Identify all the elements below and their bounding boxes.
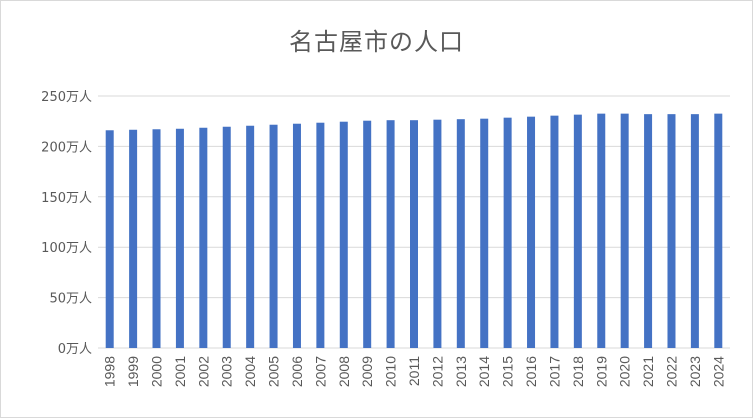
bar-2021 bbox=[644, 114, 653, 348]
x-tick-label: 2000 bbox=[149, 356, 165, 387]
y-axis-ticks: 0万人 50万人 100万人 150万人 200万人 250万人 bbox=[41, 90, 92, 357]
bar-2001 bbox=[175, 128, 184, 348]
bar-2014 bbox=[480, 118, 489, 349]
x-tick-label: 2024 bbox=[710, 356, 726, 387]
bar-2012 bbox=[433, 119, 442, 348]
x-tick-label: 2016 bbox=[523, 356, 539, 387]
bar-2006 bbox=[292, 123, 301, 348]
x-tick-label: 2004 bbox=[242, 356, 258, 387]
x-tick-label: 2022 bbox=[663, 356, 679, 387]
x-tick-label: 2021 bbox=[640, 356, 656, 387]
x-tick-label: 2002 bbox=[195, 356, 211, 387]
x-tick-label: 2013 bbox=[453, 356, 469, 387]
bar-2019 bbox=[597, 113, 606, 348]
x-tick-label: 2011 bbox=[406, 356, 422, 386]
y-tick-label: 150万人 bbox=[41, 191, 92, 206]
x-tick-label: 1998 bbox=[102, 356, 118, 387]
x-tick-label: 2020 bbox=[617, 356, 633, 387]
x-tick-label: 2006 bbox=[289, 356, 305, 387]
y-tick-label: 200万人 bbox=[41, 140, 92, 155]
x-axis-ticks: 1998 1999 2000 2001 2002 2003 2004 2005 2006 2007… bbox=[102, 356, 727, 387]
bar-2008 bbox=[339, 121, 348, 348]
bar-2003 bbox=[222, 126, 231, 348]
bar-2009 bbox=[363, 120, 372, 348]
bars bbox=[105, 113, 723, 349]
bar-2017 bbox=[550, 115, 559, 348]
bar-2004 bbox=[246, 125, 255, 349]
bar-1999 bbox=[129, 129, 138, 348]
x-tick-label: 2017 bbox=[546, 356, 562, 387]
x-tick-label: 2010 bbox=[383, 356, 399, 387]
bar-1998 bbox=[105, 130, 114, 348]
x-tick-label: 2005 bbox=[266, 356, 282, 387]
bar-2018 bbox=[573, 114, 582, 348]
chart-title: 名古屋市の人口 bbox=[289, 28, 464, 56]
x-tick-label: 2009 bbox=[359, 356, 375, 387]
bar-2020 bbox=[620, 113, 629, 348]
y-tick-label: 100万人 bbox=[41, 241, 92, 256]
bar-2011 bbox=[410, 120, 418, 348]
x-tick-label: 2012 bbox=[429, 356, 445, 387]
bar-2002 bbox=[199, 127, 208, 348]
bar-2015 bbox=[503, 117, 512, 348]
x-tick-label: 2008 bbox=[336, 356, 352, 387]
x-tick-label: 1999 bbox=[125, 356, 141, 387]
x-tick-label: 2001 bbox=[172, 356, 188, 387]
x-tick-label: 2007 bbox=[312, 356, 328, 387]
bar-2016 bbox=[527, 116, 536, 348]
y-tick-label: 250万人 bbox=[41, 90, 92, 105]
x-tick-label: 2003 bbox=[219, 356, 235, 387]
x-tick-label: 2014 bbox=[476, 356, 492, 387]
bar-2013 bbox=[456, 119, 465, 349]
bar-2010 bbox=[386, 120, 395, 348]
bar-2024 bbox=[714, 113, 723, 348]
x-tick-label: 2023 bbox=[687, 356, 703, 387]
y-tick-label: 50万人 bbox=[49, 292, 92, 307]
x-tick-label: 2019 bbox=[593, 356, 609, 387]
x-tick-label: 2018 bbox=[570, 356, 586, 387]
bar-2007 bbox=[316, 122, 325, 348]
y-tick-label: 0万人 bbox=[58, 342, 92, 357]
bar-2023 bbox=[690, 114, 699, 348]
bar-2005 bbox=[269, 124, 278, 348]
bar-2000 bbox=[152, 129, 161, 348]
x-tick-label: 2015 bbox=[500, 356, 516, 387]
bar-2022 bbox=[667, 114, 676, 348]
